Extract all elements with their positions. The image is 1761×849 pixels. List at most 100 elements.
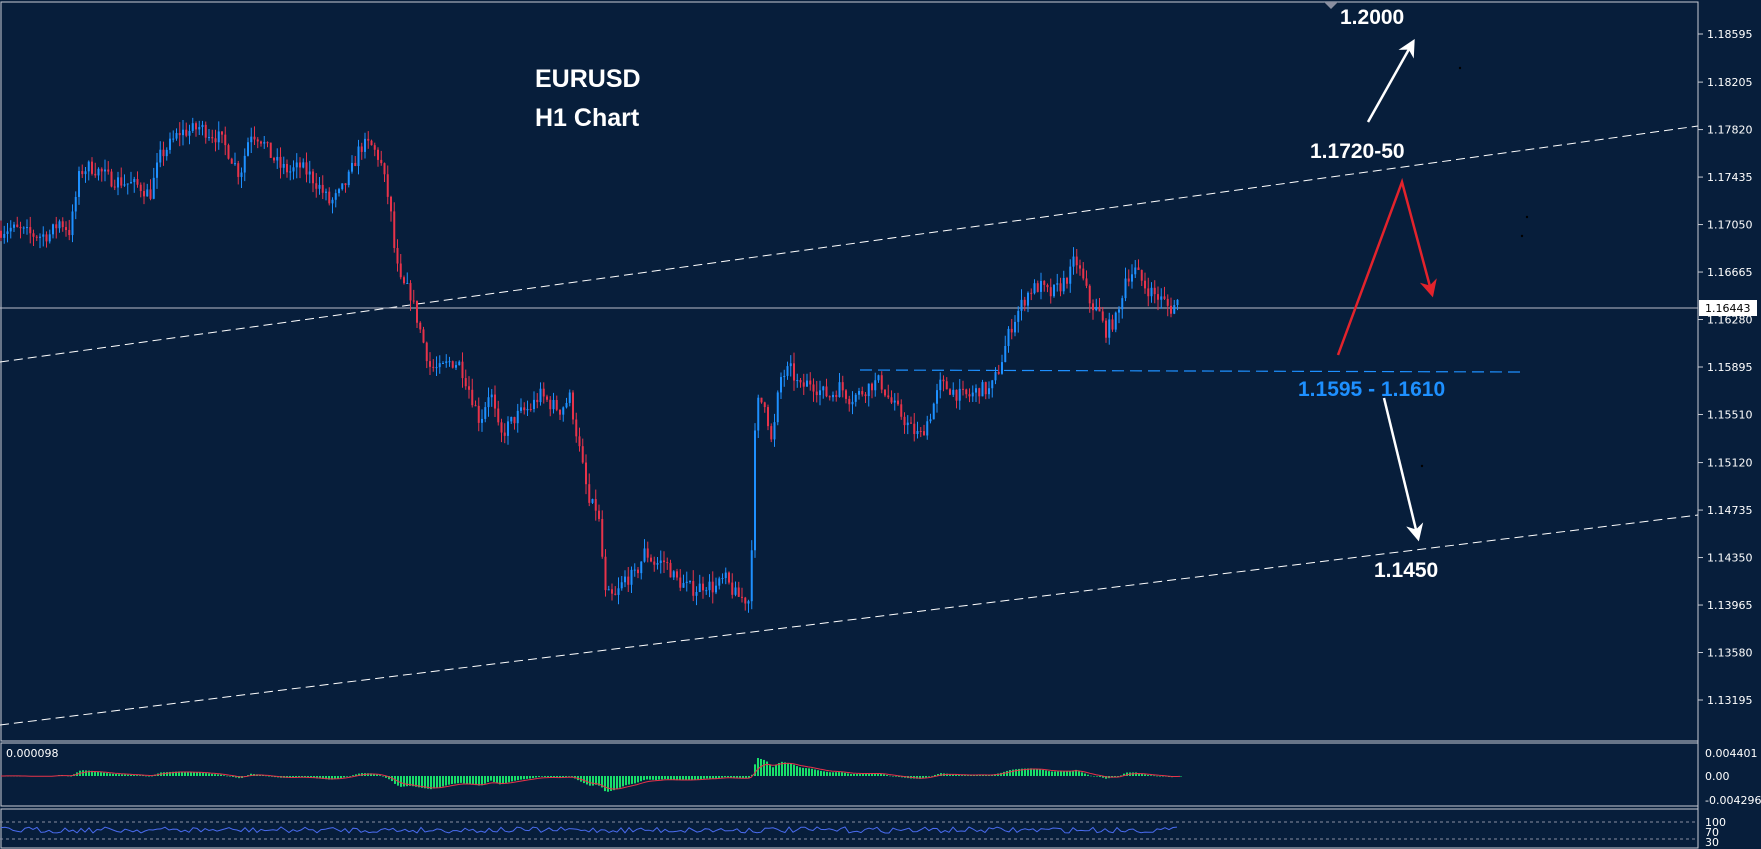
candle-body (568, 392, 571, 403)
candle-body (1150, 287, 1153, 297)
macd-bar (406, 776, 408, 787)
macd-bar (1048, 771, 1050, 776)
candle-body (968, 394, 971, 397)
macd-bar (571, 776, 573, 777)
candle-body (29, 227, 32, 234)
candle-body (65, 227, 67, 230)
macd-bar (1060, 771, 1062, 776)
candle-body (364, 138, 366, 152)
macd-bar (850, 773, 852, 776)
candle-body (542, 388, 545, 397)
candle-body (354, 162, 357, 166)
macd-bar (313, 776, 315, 779)
macd-bar (322, 776, 324, 779)
candle-body (35, 236, 38, 238)
price-tick-label: 1.15510 (1707, 408, 1753, 421)
candle-body (650, 557, 652, 562)
macd-bar (712, 776, 714, 779)
macd-bar (838, 772, 840, 776)
macd-bar (70, 776, 72, 777)
candle-body (932, 403, 935, 420)
candle-body (640, 561, 643, 574)
candle-body (737, 587, 740, 597)
macd-bar (1075, 769, 1077, 776)
candle-body (1010, 328, 1013, 333)
macd-bar (949, 773, 951, 776)
candle-body (656, 563, 659, 565)
candle-body (754, 430, 756, 551)
candle-body (539, 388, 542, 403)
current-price-box (1699, 300, 1757, 316)
candle-body (815, 391, 818, 396)
macd-bar (454, 776, 456, 784)
candle-body (601, 518, 604, 557)
candle-body (227, 145, 230, 159)
candle-body (286, 163, 288, 173)
macd-bar (598, 776, 600, 786)
candle-body (321, 184, 324, 193)
candle-body (308, 171, 311, 175)
macd-bar (847, 773, 849, 776)
macd-bar (196, 772, 198, 776)
macd-bar (856, 773, 858, 776)
price-tick-label: 1.17820 (1707, 124, 1753, 137)
macd-bar (130, 774, 132, 776)
candle-body (412, 300, 415, 302)
macd-bar (187, 771, 189, 776)
macd-bar (379, 775, 381, 776)
macd-bar (1054, 771, 1056, 776)
macd-bar (121, 774, 123, 776)
candle-body (1170, 305, 1172, 314)
candle-body (455, 365, 457, 368)
candle-body (858, 391, 860, 395)
support-zone-line (859, 369, 1521, 373)
candle-body (864, 394, 867, 397)
candle-body (747, 601, 750, 604)
candle-body (611, 589, 613, 594)
macd-bar (169, 771, 171, 776)
candle-body (32, 233, 35, 237)
candle-body (282, 163, 285, 168)
candle-body (422, 329, 425, 343)
price-tick-label: 1.18595 (1707, 28, 1753, 41)
macd-bar (769, 764, 771, 776)
candle-body (776, 392, 779, 423)
candle-body (126, 183, 129, 185)
candle-body (445, 361, 448, 364)
candle-body (1144, 280, 1146, 289)
candle-body (104, 169, 106, 172)
macd-bar (916, 776, 918, 779)
candle-body (1105, 320, 1107, 338)
candle-body (890, 397, 893, 403)
candle-body (185, 129, 188, 136)
candle-body (269, 142, 272, 158)
macd-bar (1033, 768, 1035, 776)
candle-body (819, 390, 821, 396)
candle-body (344, 183, 347, 186)
candle-body (409, 283, 412, 301)
candle-body (994, 371, 997, 381)
macd-bar (871, 773, 873, 776)
candle-body (786, 366, 789, 376)
macd-bar (235, 776, 237, 778)
macd-bar (1138, 773, 1140, 776)
macd-bar (1162, 776, 1164, 777)
candle-body (949, 389, 951, 395)
macd-bar (661, 776, 663, 780)
candle-body (695, 591, 698, 596)
macd-bar (1141, 773, 1143, 776)
candle-body (253, 136, 256, 140)
macd-bar (328, 776, 330, 780)
candle-body (984, 382, 987, 395)
candle-body (292, 167, 295, 172)
candle-body (802, 382, 805, 387)
macd-bar (265, 775, 267, 777)
candle-body (468, 386, 470, 390)
macd-bar (514, 776, 516, 781)
candle-body (975, 388, 977, 393)
macd-bar (502, 776, 504, 785)
lower-channel-line (0, 514, 1699, 726)
candle-body (224, 134, 227, 146)
price-tick-label: 1.13580 (1707, 647, 1753, 660)
